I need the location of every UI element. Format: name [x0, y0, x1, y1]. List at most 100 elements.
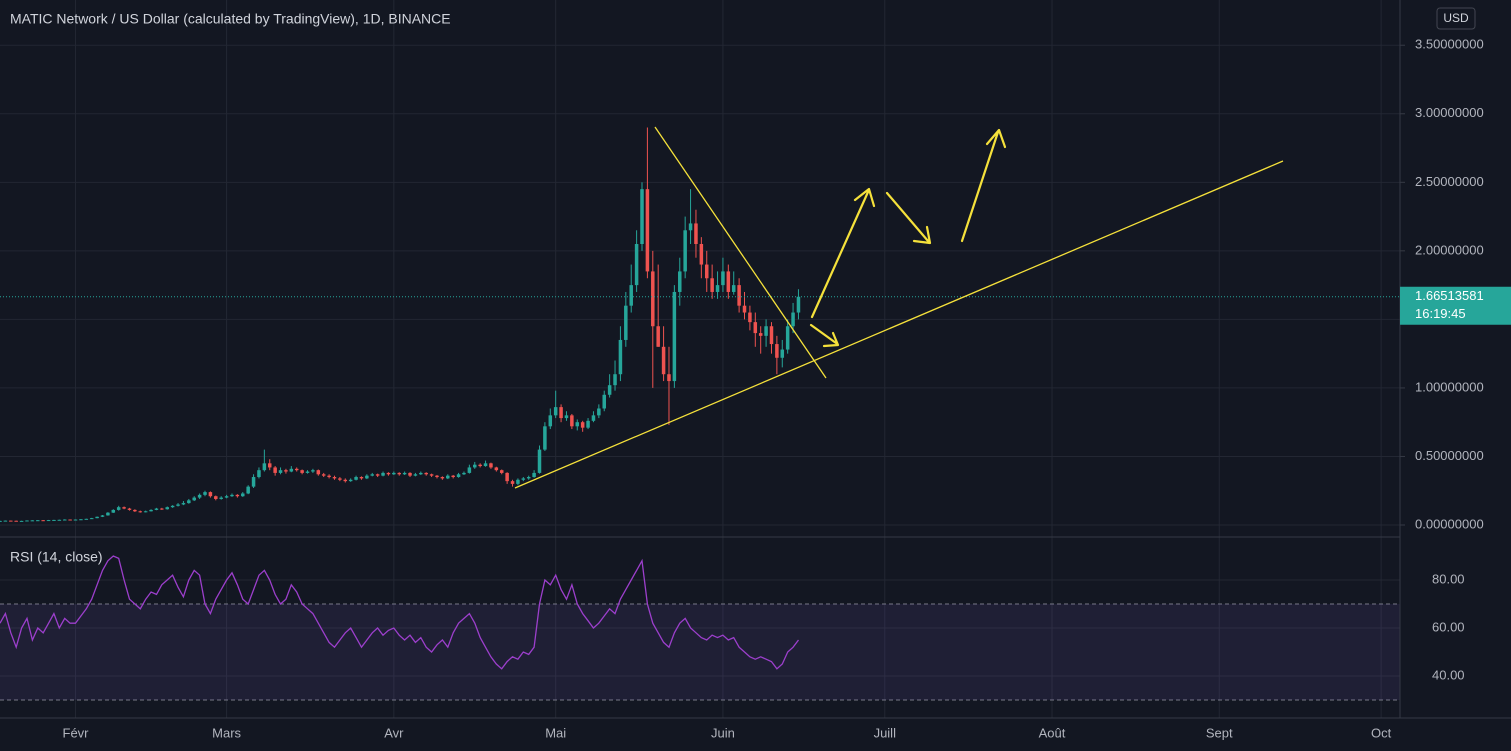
currency-box[interactable] [1436, 7, 1476, 30]
candle-body [688, 223, 693, 231]
candle-body [41, 520, 45, 522]
candle-body [79, 519, 83, 521]
candle-body [327, 475, 331, 478]
candle-body [467, 467, 472, 473]
candle-body [613, 374, 617, 386]
candle-body [591, 415, 596, 421]
candle-body [111, 509, 116, 513]
currency[interactable]: USD [1443, 11, 1469, 25]
last-price-box [1400, 286, 1511, 325]
x-tick-label: Sept [1206, 725, 1233, 740]
candle-body [289, 468, 294, 472]
candle-body [230, 494, 234, 497]
candle-body [343, 479, 348, 482]
candle-body [0, 520, 2, 522]
candle-body [154, 508, 159, 510]
chart-title: MATIC Network / US Dollar (calculated by… [10, 11, 451, 27]
support-line [514, 160, 1284, 489]
candle-body [89, 518, 94, 520]
x-tick-label: Août [1039, 725, 1066, 740]
candle-body [375, 474, 380, 476]
candle-body [435, 475, 439, 478]
candle-body [640, 189, 644, 244]
candle-body [138, 511, 143, 513]
candle-body [731, 285, 736, 292]
candle-body [678, 271, 682, 292]
candle-body [785, 326, 790, 350]
x-tick-label: Juill [874, 725, 897, 740]
arrow [960, 128, 1007, 243]
candle-body [775, 344, 779, 358]
candle-body [348, 479, 353, 482]
candle-body [176, 504, 180, 506]
candle-body [25, 520, 29, 522]
candle-body [219, 497, 223, 499]
candle-body [537, 449, 542, 473]
candle-body [570, 415, 574, 427]
trend-drawings [514, 126, 1284, 489]
candle-body [494, 467, 499, 471]
candle-body [564, 415, 569, 419]
candle-body [338, 478, 342, 480]
candle-body [624, 305, 628, 340]
candle-body [629, 285, 633, 306]
candle-body [397, 472, 401, 475]
x-tick-label: Mars [212, 725, 241, 740]
candle-body [748, 312, 752, 323]
rsi-tick-label: 40.00 [1432, 667, 1465, 682]
x-tick-label: Oct [1371, 725, 1392, 740]
candle-body [764, 326, 768, 336]
candle-body [499, 470, 504, 473]
candle-body [284, 470, 288, 472]
last-price-label: 1.66513581 [1415, 288, 1484, 303]
candle-body [586, 420, 590, 428]
candle-body [246, 486, 250, 494]
candle-body [780, 349, 785, 358]
candle-body [618, 339, 623, 375]
candle-body [715, 285, 720, 292]
arrow [810, 187, 876, 319]
candle-body [19, 520, 24, 522]
y-tick-label: 2.50000000 [1415, 174, 1484, 189]
candle-body [505, 472, 509, 482]
candle-body [36, 520, 40, 522]
candle-body [473, 464, 477, 468]
candle-body [597, 408, 601, 416]
x-tick-label: Juin [711, 725, 735, 740]
candle-body [30, 520, 35, 522]
candle-body [365, 475, 369, 479]
candle-body [300, 470, 304, 473]
candle-body [73, 519, 78, 521]
candle-body [796, 296, 801, 313]
y-tick-label: 0.50000000 [1415, 448, 1484, 463]
candle-body [311, 470, 315, 472]
candle-body [57, 519, 62, 521]
candle-body [704, 264, 709, 279]
rsi-tick-label: 80.00 [1432, 571, 1465, 586]
candle-body [694, 223, 698, 244]
candle-body [197, 494, 202, 498]
candle-body [127, 508, 132, 510]
candle-body [116, 507, 121, 510]
candle-body [305, 471, 310, 473]
rsi-line [0, 555, 800, 670]
candle-body [84, 518, 89, 520]
candle-body [429, 474, 434, 476]
candle-body [742, 305, 747, 313]
plot [0, 127, 1400, 670]
candle-body [133, 509, 137, 512]
candle-body [462, 472, 466, 475]
y-tick-label: 0.00000000 [1415, 516, 1484, 531]
candle-body [478, 464, 482, 467]
rsi-band-fill [0, 604, 1400, 700]
candle-body [526, 477, 531, 479]
candle-body [278, 470, 283, 473]
candle-body [543, 426, 547, 450]
candle-body [241, 493, 245, 497]
candle-body [661, 346, 666, 375]
candle-body [165, 507, 169, 510]
candle-body [456, 474, 461, 478]
candle-body [381, 472, 385, 476]
